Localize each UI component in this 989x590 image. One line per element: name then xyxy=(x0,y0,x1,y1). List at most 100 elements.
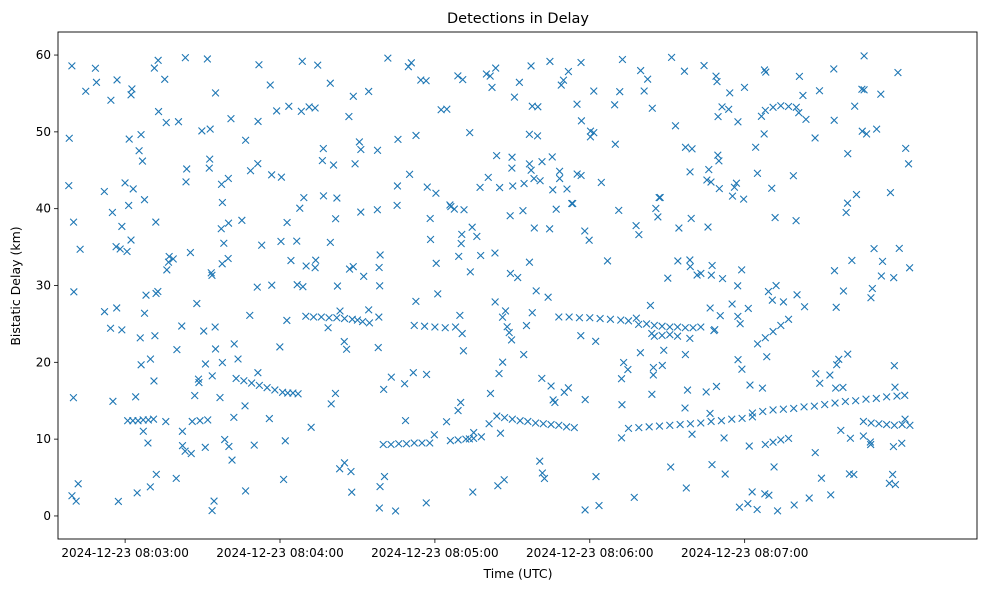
detection-point xyxy=(208,506,216,515)
detection-point xyxy=(643,75,652,83)
detection-point xyxy=(508,153,516,161)
detection-point xyxy=(325,313,333,322)
detection-point xyxy=(522,321,531,330)
detection-point xyxy=(135,146,143,155)
detection-point xyxy=(207,269,216,277)
detection-point xyxy=(336,307,344,315)
detection-point xyxy=(538,374,546,383)
detection-point xyxy=(519,350,528,359)
detection-point xyxy=(146,483,155,491)
detection-point xyxy=(309,313,318,321)
detection-point xyxy=(152,218,160,226)
detection-point xyxy=(890,421,899,430)
detection-point xyxy=(560,388,569,397)
detection-point xyxy=(100,307,109,316)
detection-point xyxy=(769,438,777,446)
detection-point xyxy=(234,355,242,363)
detection-point xyxy=(476,183,484,192)
detection-point xyxy=(263,383,271,392)
detection-point xyxy=(586,127,595,135)
y-tick-label: 50 xyxy=(36,125,51,139)
detection-point xyxy=(373,205,382,214)
detection-point xyxy=(454,72,462,80)
detection-point xyxy=(708,261,716,270)
detection-point xyxy=(746,381,754,389)
detection-point xyxy=(139,427,148,436)
detection-point xyxy=(654,213,662,221)
detection-point xyxy=(69,218,78,226)
detection-point xyxy=(666,421,674,430)
detection-point xyxy=(630,493,639,502)
detection-point xyxy=(160,75,169,84)
detection-point xyxy=(441,323,450,332)
detection-point xyxy=(769,406,777,414)
detection-point xyxy=(772,281,780,290)
detection-point xyxy=(795,72,804,81)
detection-point xyxy=(136,334,145,342)
detection-point xyxy=(169,255,178,263)
detection-point xyxy=(241,487,250,495)
y-tick-label: 0 xyxy=(43,509,51,523)
detection-point xyxy=(140,195,149,204)
detection-point xyxy=(216,393,224,402)
detection-point xyxy=(603,257,612,265)
detection-point xyxy=(335,465,344,473)
detection-point xyxy=(491,298,499,306)
detection-point xyxy=(152,289,160,298)
detection-point xyxy=(718,274,727,283)
detection-point xyxy=(765,491,773,500)
detection-point xyxy=(375,282,384,290)
detection-point xyxy=(201,443,210,452)
detection-point xyxy=(217,224,226,233)
detection-point xyxy=(146,355,155,363)
detection-point xyxy=(195,378,203,387)
detection-point xyxy=(635,423,643,432)
detection-point xyxy=(76,245,84,254)
detection-point xyxy=(92,78,101,87)
detection-point xyxy=(454,436,462,444)
detection-point xyxy=(302,262,310,270)
detection-point xyxy=(632,314,641,322)
detection-point xyxy=(393,201,401,210)
detection-point xyxy=(658,331,666,340)
detection-point xyxy=(715,157,723,165)
detection-point xyxy=(779,298,788,306)
detection-point xyxy=(501,307,510,315)
detection-point xyxy=(666,323,674,331)
detection-point xyxy=(506,269,515,278)
detection-point xyxy=(151,331,159,340)
detection-point xyxy=(154,107,163,116)
detection-point xyxy=(745,442,754,450)
detection-point xyxy=(353,316,362,324)
detection-point xyxy=(617,374,626,383)
detection-point xyxy=(592,472,600,481)
detection-point xyxy=(457,239,465,248)
detection-point xyxy=(724,105,733,114)
detection-point xyxy=(430,430,439,439)
detection-point xyxy=(486,389,495,398)
detection-point xyxy=(681,143,690,152)
detection-point xyxy=(901,415,909,423)
detection-point xyxy=(779,405,788,413)
detection-point xyxy=(113,76,121,84)
detection-point xyxy=(897,439,906,448)
detection-point xyxy=(693,271,701,279)
detection-point xyxy=(815,86,824,95)
detection-point xyxy=(858,127,867,135)
data-points xyxy=(64,52,914,515)
detection-point xyxy=(477,433,486,441)
detection-point xyxy=(124,201,133,210)
detection-point xyxy=(174,117,183,126)
detection-point xyxy=(658,322,666,331)
detection-point xyxy=(163,266,171,274)
detection-point xyxy=(688,145,696,153)
detection-point xyxy=(423,183,432,191)
detection-point xyxy=(889,442,898,451)
detection-point xyxy=(114,497,123,506)
detection-point xyxy=(355,138,364,146)
detection-point xyxy=(65,134,74,143)
detection-point xyxy=(730,183,739,192)
detection-point xyxy=(300,193,308,202)
detection-point xyxy=(407,59,416,67)
